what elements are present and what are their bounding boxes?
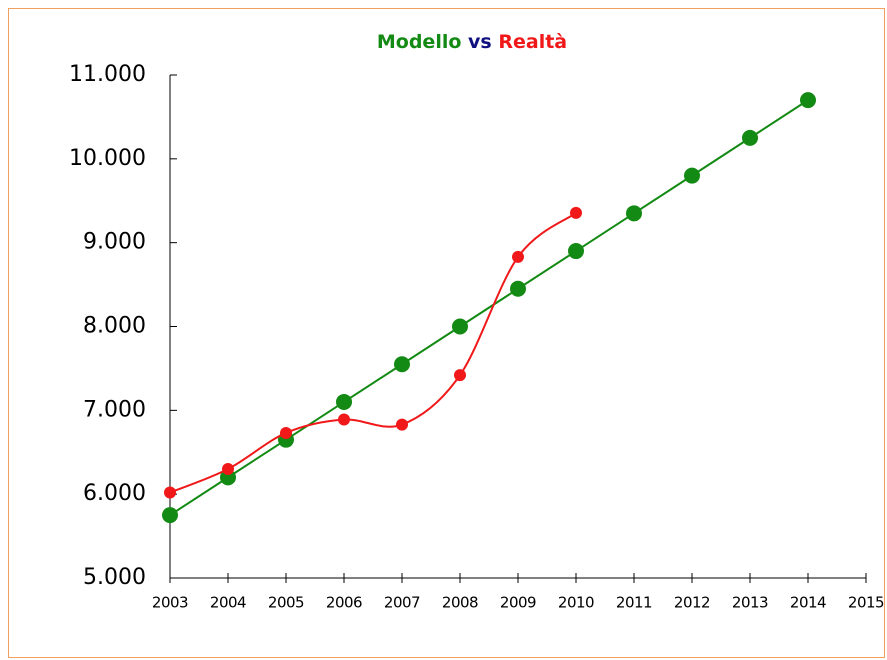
- chart-title: Modello vs Realtà: [377, 31, 567, 53]
- y-tick-label: 7.000: [83, 397, 146, 422]
- y-tick-label: 10.000: [69, 146, 146, 171]
- point: [684, 167, 700, 184]
- point: [280, 426, 292, 439]
- point: [568, 243, 584, 260]
- point: [742, 129, 758, 146]
- title-part: vs: [468, 31, 492, 53]
- point: [570, 206, 582, 219]
- x-tick-label: 2008: [442, 594, 478, 612]
- series-line: [169, 212, 577, 494]
- point: [338, 413, 350, 426]
- x-tick-label: 2014: [790, 594, 826, 612]
- point: [510, 280, 526, 297]
- title-part: Modello: [377, 31, 462, 53]
- y-tick-label: 5.000: [83, 565, 146, 590]
- point: [394, 356, 410, 373]
- y-tick-label: 8.000: [83, 314, 146, 339]
- x-tick-label: 2003: [152, 594, 188, 612]
- point: [454, 369, 466, 382]
- y-tick-label: 11.000: [69, 62, 146, 87]
- point: [512, 250, 524, 263]
- x-tick-label: 2004: [210, 594, 246, 612]
- point: [626, 205, 642, 222]
- x-tick-label: 2005: [268, 594, 304, 612]
- x-tick-label: 2010: [558, 594, 594, 612]
- x-tick-label: 2013: [732, 594, 768, 612]
- x-tick-label: 2011: [616, 594, 652, 612]
- point: [162, 507, 178, 524]
- x-tick-label: 2012: [674, 594, 710, 612]
- y-tick-label: 6.000: [83, 481, 146, 506]
- point: [164, 486, 176, 499]
- x-tick-label: 2015: [848, 594, 884, 612]
- title-part: Realtà: [498, 31, 567, 53]
- point: [396, 418, 408, 431]
- x-tick-label: 2009: [500, 594, 536, 612]
- chart-frame: [8, 8, 885, 658]
- x-tick-label: 2006: [326, 594, 362, 612]
- x-tick-label: 2007: [384, 594, 420, 612]
- point: [336, 393, 352, 410]
- point: [800, 92, 816, 109]
- y-tick-label: 9.000: [83, 230, 146, 255]
- point: [222, 463, 234, 476]
- series-line: [169, 99, 809, 516]
- point: [452, 318, 468, 335]
